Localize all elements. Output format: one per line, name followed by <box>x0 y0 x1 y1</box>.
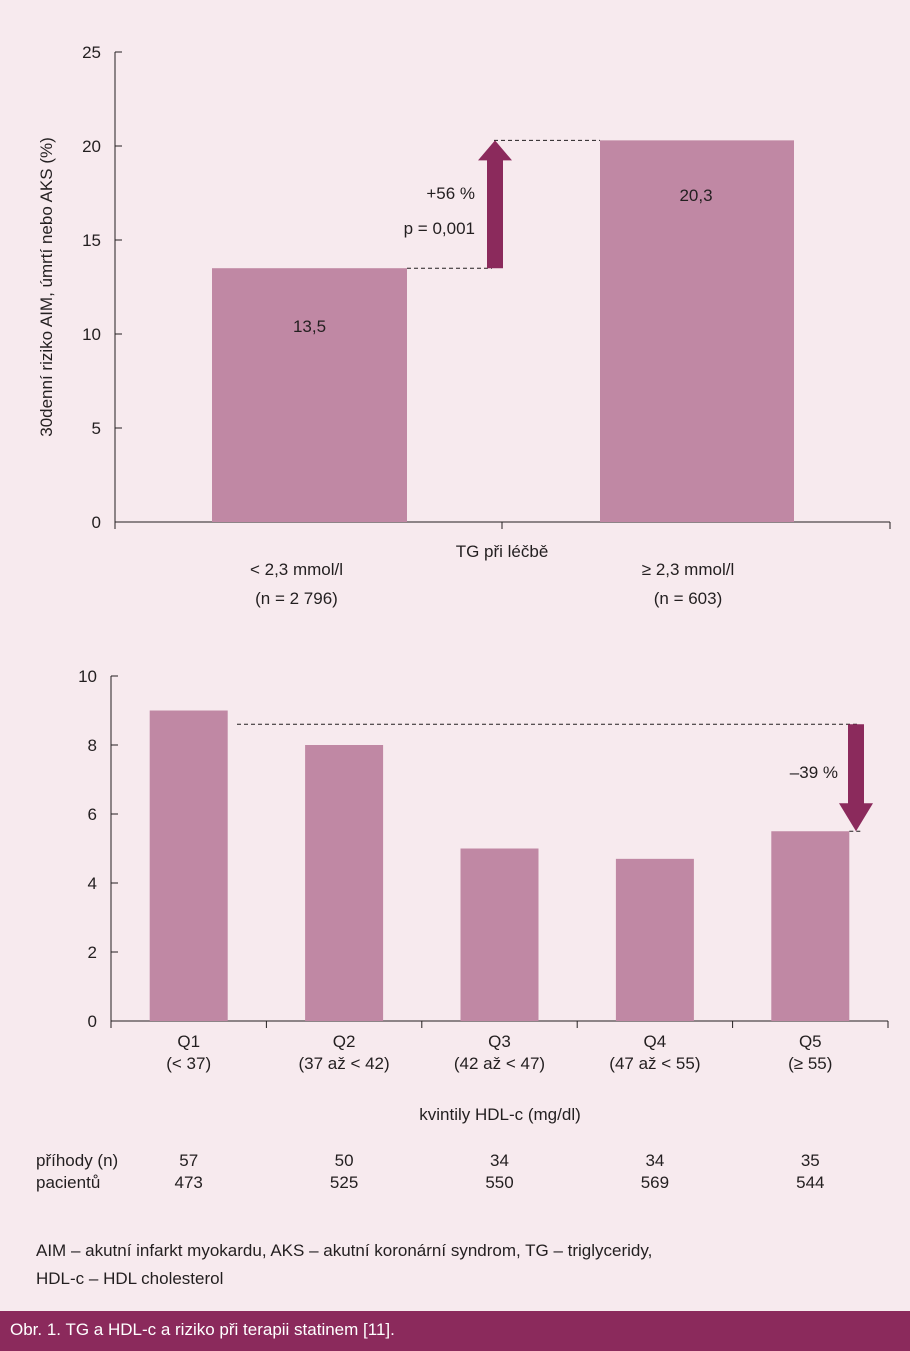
bar-value-label: 13,5 <box>293 317 326 336</box>
y-tick-label: 0 <box>92 513 101 532</box>
abbreviation-legend: AIM – akutní infarkt myokardu, AKS – aku… <box>36 1237 876 1293</box>
y-tick-label: 10 <box>82 325 101 344</box>
bar <box>460 848 539 1021</box>
x-category-label: ≥ 2,3 mmol/l <box>642 560 734 579</box>
tg-risk-chart: 0 5 10 15 20 25 30denní riziko AIM, úmrtí nebo… <box>37 43 891 608</box>
bar <box>600 140 794 523</box>
y-axis-label: 30denní riziko AIM, úmrtí nebo AKS (%) <box>37 137 56 437</box>
table-cell: 57 <box>179 1151 198 1170</box>
change-label: –39 % <box>790 763 838 782</box>
table-cell: 525 <box>330 1173 358 1192</box>
x-category-label: Q2 <box>333 1032 356 1051</box>
x-category-sublabel: (≥ 55) <box>788 1054 832 1073</box>
bar <box>149 710 228 1021</box>
x-axis-label: TG při léčbě <box>456 542 549 561</box>
x-category-sublabel: (n = 2 796) <box>255 589 338 608</box>
table-cell: 35 <box>801 1151 820 1170</box>
y-tick-label: 0 <box>88 1012 97 1031</box>
y-tick-label: 20 <box>82 137 101 156</box>
bar <box>212 268 407 522</box>
y-tick-label: 15 <box>82 231 101 250</box>
figure-caption: Obr. 1. TG a HDL-c a riziko při terapii … <box>10 1320 395 1339</box>
table-row-label: příhody (n) <box>36 1151 118 1170</box>
hdl-quintile-chart: 0 2 4 6 8 10 Q1 (< 37) Q2 (37 až < 42) Q3 (42 až < … <box>36 667 889 1192</box>
x-category-label: Q3 <box>488 1032 511 1051</box>
table-cell: 34 <box>645 1151 664 1170</box>
table-cell: 544 <box>796 1173 824 1192</box>
y-tick-label: 8 <box>88 736 97 755</box>
table-cell: 550 <box>485 1173 513 1192</box>
bar <box>615 858 694 1021</box>
x-category-label: Q5 <box>799 1032 822 1051</box>
x-axis-label: kvintily HDL-c (mg/dl) <box>419 1105 581 1124</box>
bar-value-label: 20,3 <box>679 186 712 205</box>
y-tick-label: 4 <box>88 874 97 893</box>
table-cell: 50 <box>335 1151 354 1170</box>
legend-line-1: AIM – akutní infarkt myokardu, AKS – aku… <box>36 1241 653 1260</box>
table-cell: 473 <box>175 1173 203 1192</box>
table-cell: 569 <box>641 1173 669 1192</box>
x-category-sublabel: (42 až < 47) <box>454 1054 545 1073</box>
x-category-sublabel: (n = 603) <box>654 589 723 608</box>
x-category-sublabel: (< 37) <box>166 1054 211 1073</box>
decrease-arrow <box>839 724 873 832</box>
table-row-label: pacientů <box>36 1173 100 1192</box>
increase-arrow <box>478 140 512 269</box>
x-category-label: < 2,3 mmol/l <box>250 560 343 579</box>
y-tick-label: 2 <box>88 943 97 962</box>
x-category-label: Q4 <box>644 1032 667 1051</box>
x-category-label: Q1 <box>177 1032 200 1051</box>
caption-band: Obr. 1. TG a HDL-c a riziko při terapii … <box>0 1311 910 1351</box>
x-category-sublabel: (37 až < 42) <box>298 1054 389 1073</box>
table-cell: 34 <box>490 1151 509 1170</box>
change-label: +56 % <box>426 184 475 203</box>
x-category-sublabel: (47 až < 55) <box>609 1054 700 1073</box>
y-tick-label: 5 <box>92 419 101 438</box>
y-tick-label: 10 <box>78 667 97 686</box>
bar <box>771 831 850 1021</box>
legend-line-2: HDL-c – HDL cholesterol <box>36 1269 224 1288</box>
y-tick-label: 6 <box>88 805 97 824</box>
bar <box>305 745 384 1021</box>
p-value-label: p = 0,001 <box>404 219 475 238</box>
y-tick-label: 25 <box>82 43 101 62</box>
